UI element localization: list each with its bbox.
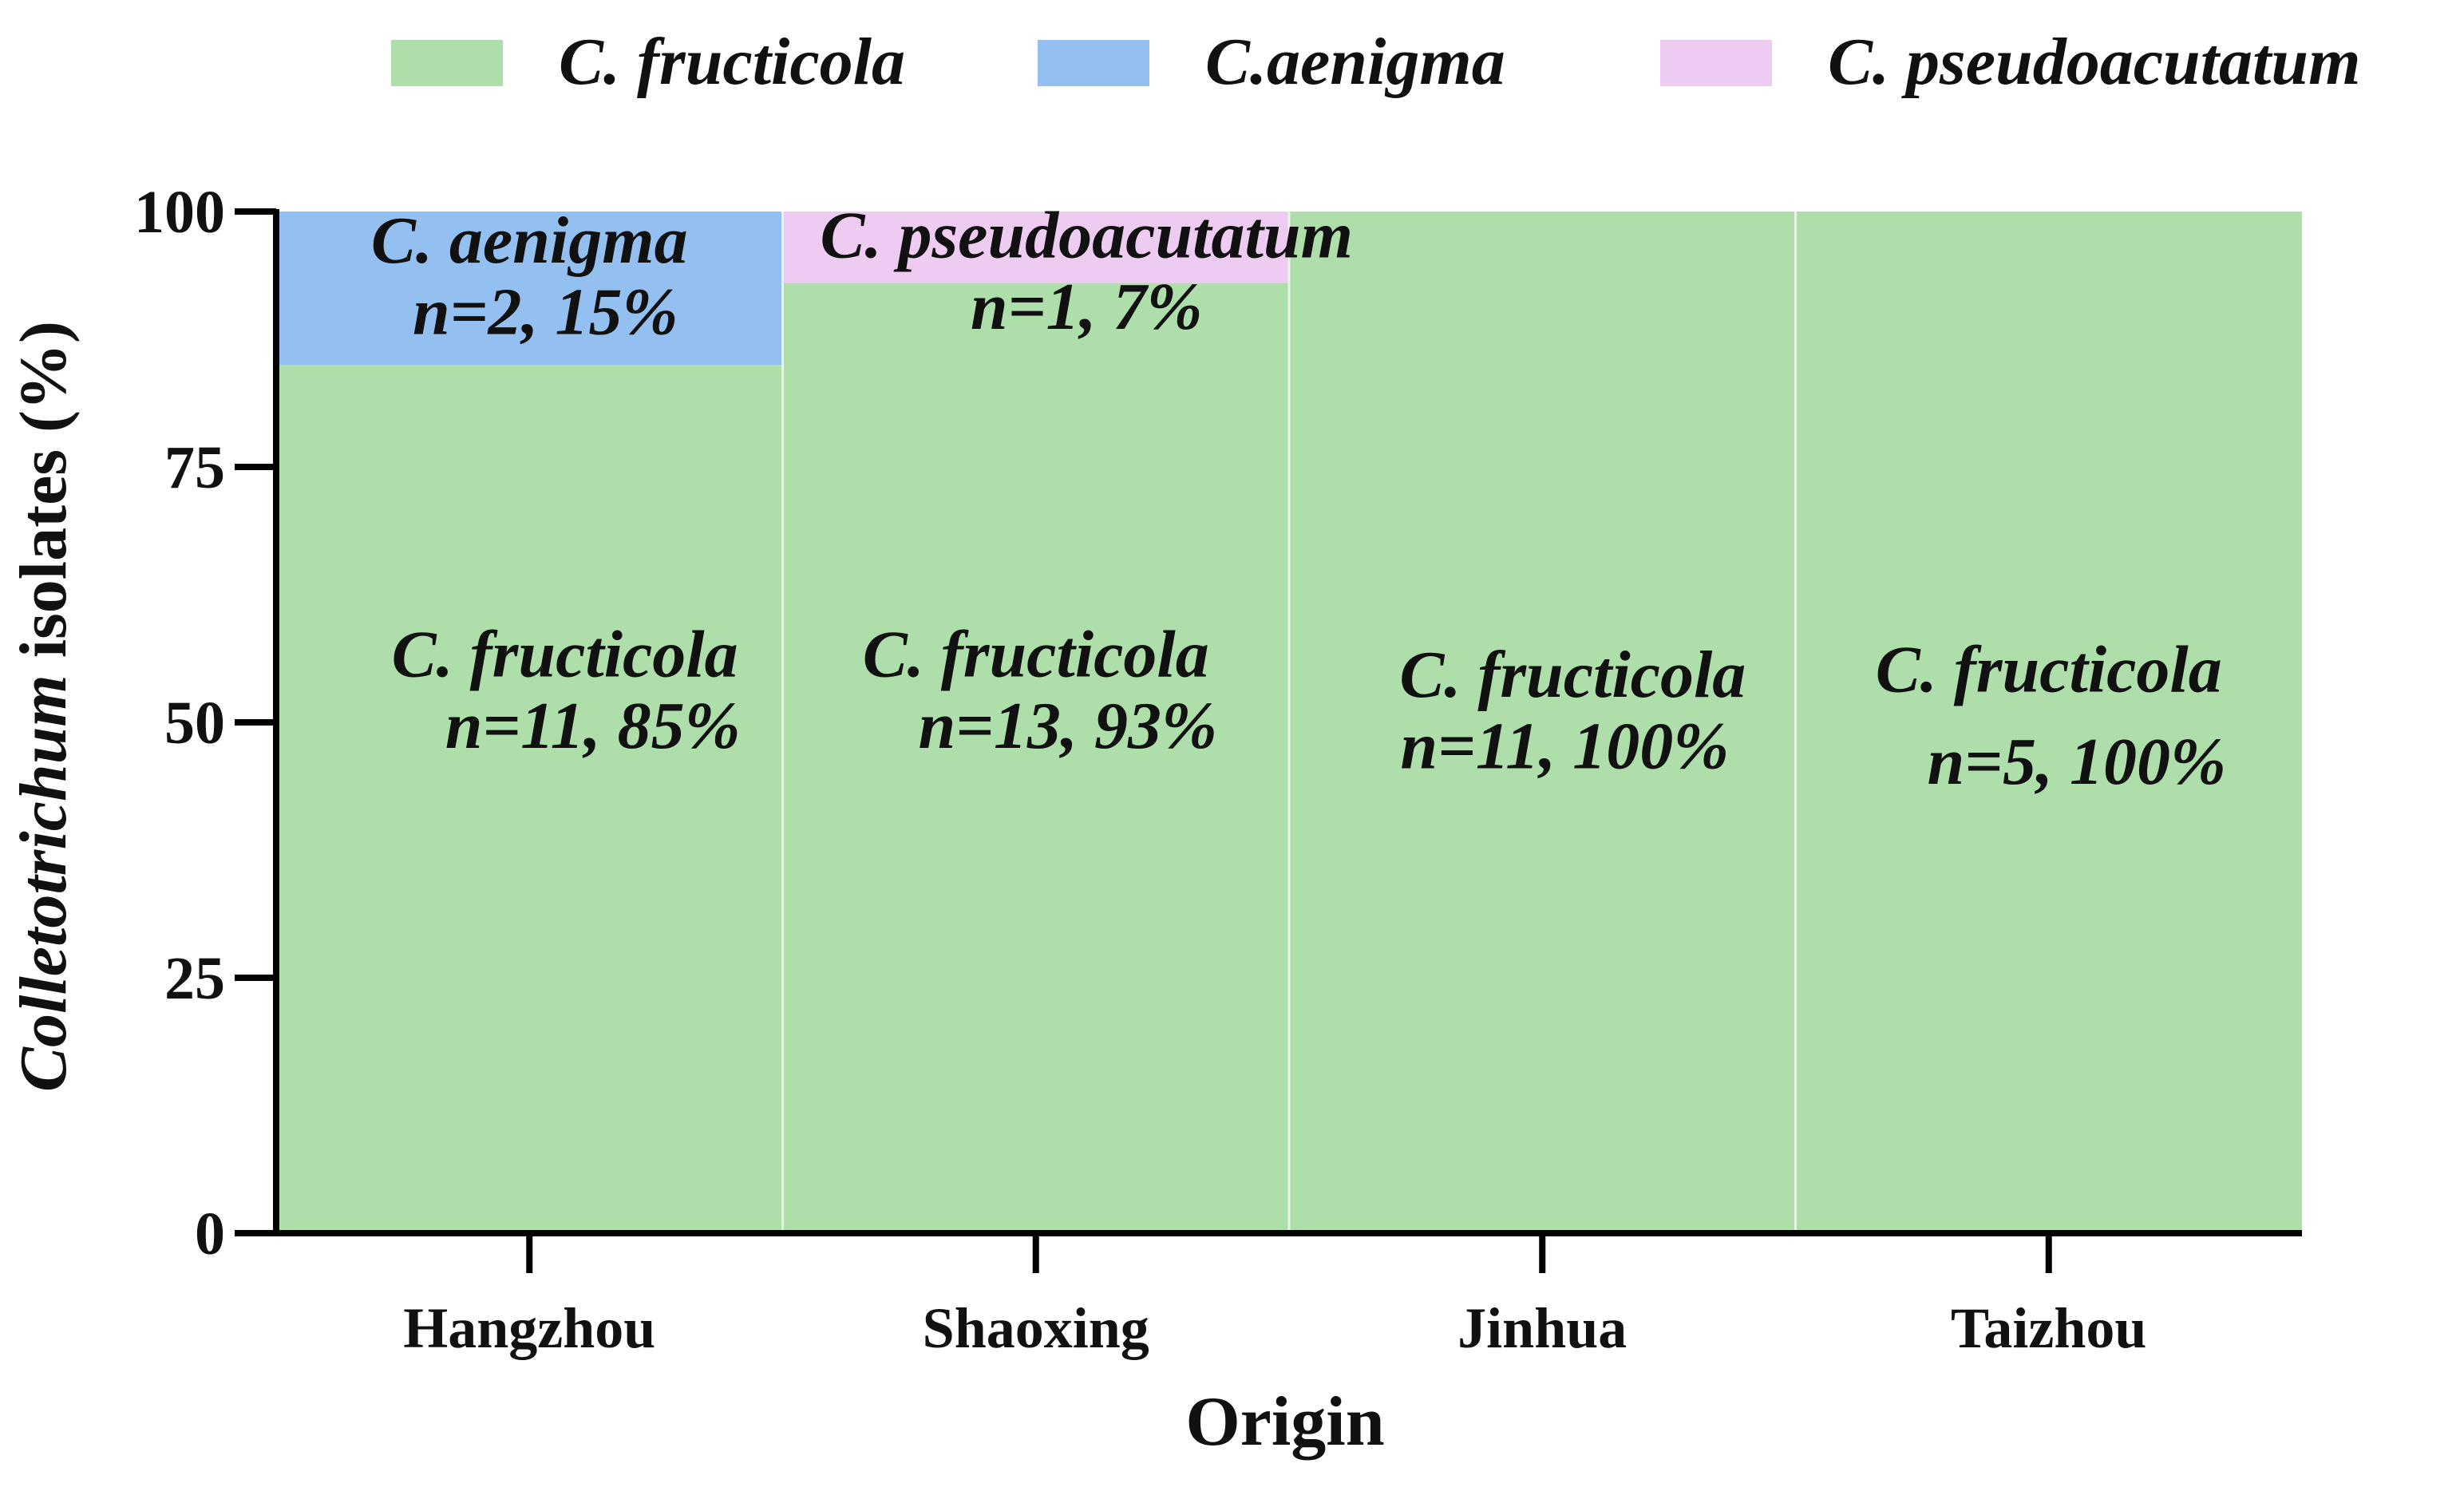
annotation-taizhou-c-fructicola-line1: C. fructicola [1876,633,2222,707]
annotation-jinhua-c-fructicola-line2: n=11, 100% [1400,710,1729,784]
legend-label-c-pseudoacutatum: C. pseudoacutatum [1828,25,2360,99]
bar-taizhou-c-fructicola [1795,212,2302,1233]
annotation-shaoxing-c-fructicola-line1: C. fructicola [863,617,1209,691]
legend-swatch-c-fructicola [391,40,503,86]
y-tick-label-75: 75 [164,434,225,501]
legend: C. fructicola C.aenigma C. pseudoacutatum [391,25,2360,99]
axes: 0 25 50 75 100 Hangzhou Shaoxing Jinhua Taizhou [134,179,2302,1360]
annotation-hangzhou-c-fructicola-line2: n=11, 85% [445,689,741,763]
bar-jinhua-c-fructicola [1289,212,1796,1233]
legend-label-c-aenigma: C.aenigma [1205,25,1505,99]
x-axis-title: Origin [1185,1383,1384,1461]
y-axis-title-italic: Colletotrichum [6,674,81,1092]
annotation-shaoxing-c-pseudoacutatum-line2: n=1, 7% [971,270,1203,344]
bar-hangzhou-c-fructicola [276,365,783,1233]
annotation-taizhou-c-fructicola-line2: n=5, 100% [1927,725,2226,799]
y-tick-label-100: 100 [134,179,225,246]
y-tick-label-0: 0 [195,1200,225,1268]
x-tick-label-shaoxing: Shaoxing [923,1296,1149,1360]
bar-shaoxing-c-fructicola [782,283,1289,1234]
bar-hangzhou-c-aenigma [276,212,783,365]
y-axis-title-rest: isolates (%) [6,321,81,674]
annotation-hangzhou-c-aenigma-line2: n=2, 15% [413,275,678,350]
bar-area [276,212,2302,1234]
annotation-shaoxing-c-pseudoacutatum-line1: C. pseudoacutatum [820,199,1352,273]
y-axis-title: Colletotrichum isolates (%) [6,321,81,1092]
annotation-shaoxing-c-fructicola-line2: n=13, 93% [918,689,1217,763]
annotation-hangzhou-c-aenigma-line1: C. aenigma [371,204,688,278]
annotation-jinhua-c-fructicola-line1: C. fructicola [1399,638,1746,712]
x-tick-label-hangzhou: Hangzhou [403,1296,655,1360]
legend-label-c-fructicola: C. fructicola [559,25,905,99]
legend-swatch-c-aenigma [1038,40,1149,86]
bar-shaoxing-c-pseudoacutatum [782,212,1289,283]
legend-swatch-c-pseudoacutatum [1660,40,1772,86]
annotation-hangzhou-c-fructicola-line1: C. fructicola [392,617,738,691]
y-tick-label-50: 50 [164,690,225,757]
y-tick-label-25: 25 [164,945,225,1012]
x-tick-label-taizhou: Taizhou [1951,1296,2146,1360]
x-tick-label-jinhua: Jinhua [1457,1296,1627,1360]
